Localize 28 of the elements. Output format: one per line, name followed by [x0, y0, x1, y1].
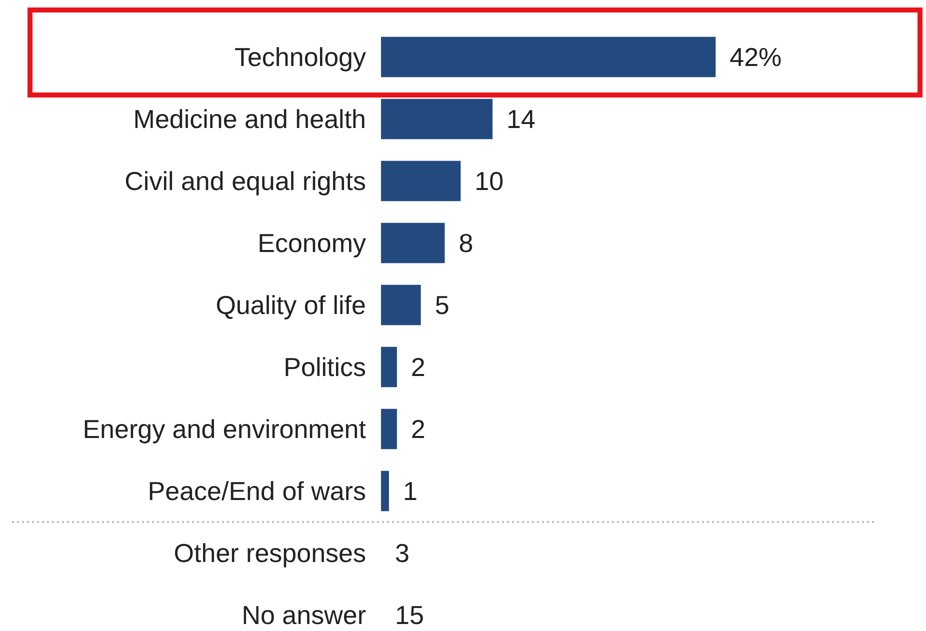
y-tick-label: Other responses [174, 538, 366, 568]
text: 15 [395, 600, 424, 630]
data-label: 2 [410, 414, 426, 444]
data-label: 14 [506, 104, 536, 134]
bar [381, 470, 389, 512]
y-tick-label: Medicine and health [133, 104, 366, 134]
y-tick-label: Quality of life [216, 290, 366, 320]
bar [381, 36, 716, 78]
data-label: 1 [402, 476, 418, 506]
bar [381, 346, 397, 388]
bar [381, 408, 397, 450]
y-tick-label: Economy [258, 228, 366, 258]
y-tick-label: No answer [242, 600, 366, 630]
y-tick-label: Energy and environment [82, 414, 367, 444]
y-tick-label: Technology [234, 42, 366, 72]
data-label: 8 [458, 228, 474, 258]
y-tick-label: Peace/End of wars [148, 476, 366, 506]
bar [381, 284, 421, 326]
data-label: 5 [434, 290, 450, 320]
y-tick-label: Politics [284, 352, 366, 382]
y-tick-label: Civil and equal rights [124, 166, 366, 196]
data-label: 42% [730, 42, 782, 72]
data-label: 10 [474, 166, 504, 196]
bar [381, 222, 445, 264]
text: 3 [395, 538, 410, 568]
data-label: 2 [410, 352, 426, 382]
bar [381, 160, 461, 202]
bar [381, 98, 493, 140]
